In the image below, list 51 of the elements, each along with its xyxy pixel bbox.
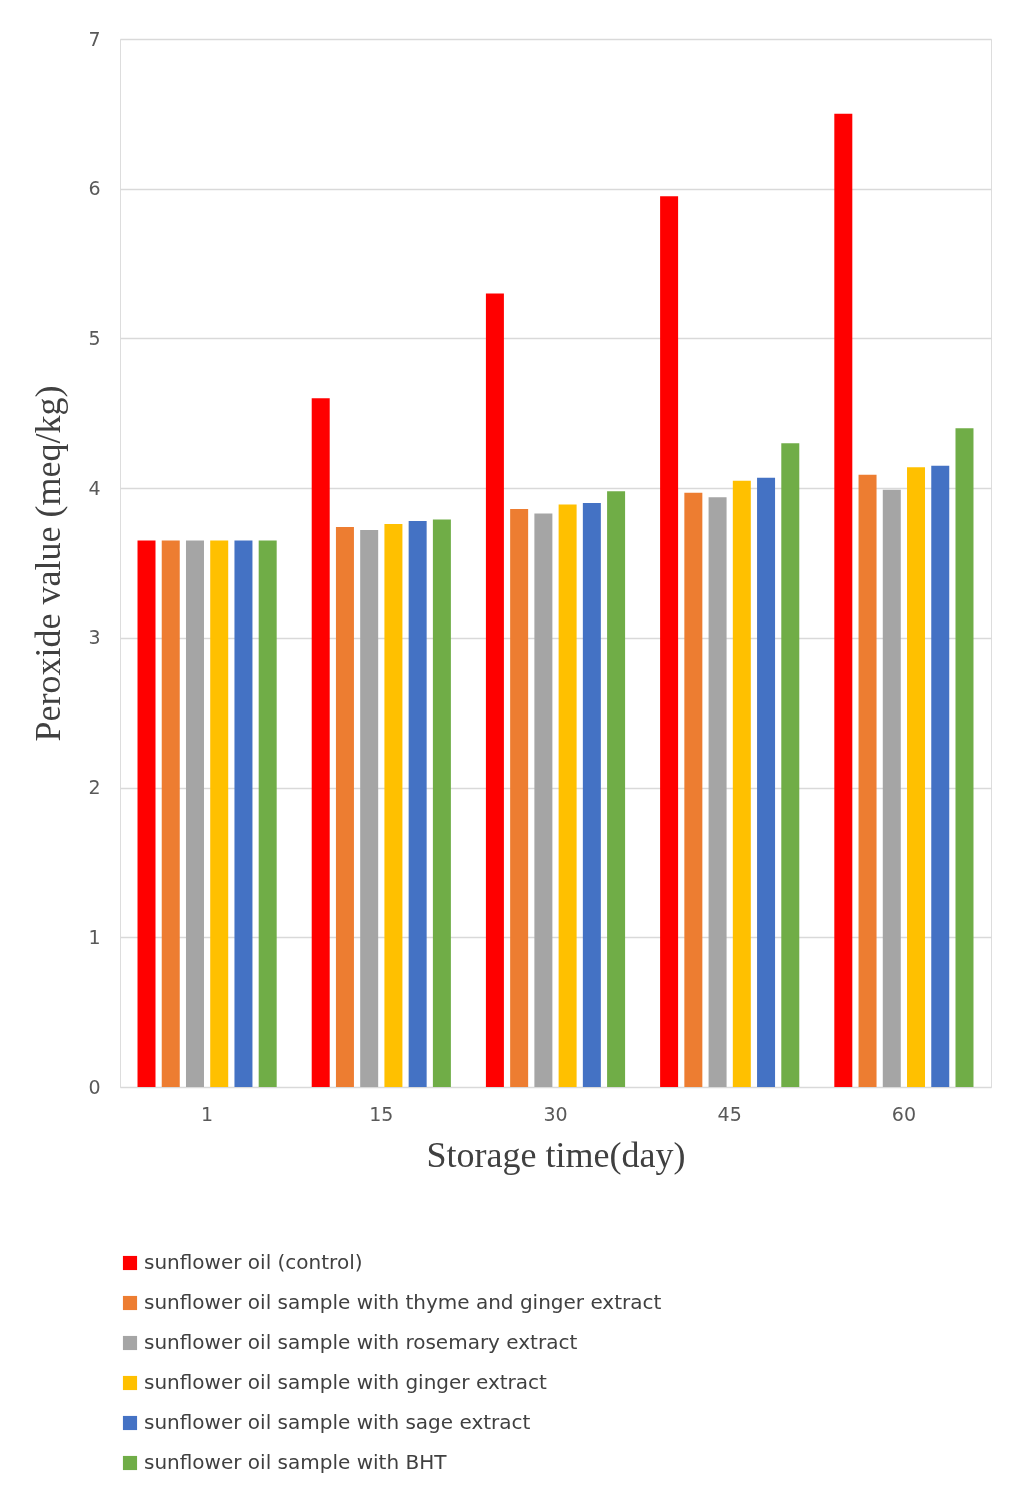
bar — [558, 504, 577, 1087]
legend-label: sunflower oil sample with sage extract — [144, 1410, 531, 1434]
legend-label: sunflower oil (control) — [144, 1250, 363, 1274]
bar — [137, 540, 156, 1087]
bar — [384, 524, 403, 1087]
bar — [258, 540, 277, 1087]
y-tick-label: 0 — [88, 1075, 101, 1098]
legend-label: sunflower oil sample with ginger extract — [144, 1370, 548, 1394]
x-tick-label: 60 — [891, 1102, 916, 1125]
bar — [185, 540, 204, 1087]
x-axis-title: Storage time(day) — [426, 1134, 686, 1175]
x-tick-label: 45 — [717, 1102, 742, 1125]
bar — [931, 465, 950, 1087]
bar — [210, 540, 229, 1087]
bar — [732, 480, 751, 1087]
y-axis-title: Peroxide value (meq/kg) — [28, 385, 69, 742]
bar — [311, 398, 330, 1087]
bar — [858, 474, 877, 1087]
bar — [955, 428, 974, 1087]
bar — [360, 530, 379, 1087]
bar — [607, 491, 626, 1087]
bar — [684, 492, 703, 1087]
bar — [335, 527, 354, 1087]
bar — [708, 497, 727, 1087]
bar — [510, 509, 529, 1087]
bar — [432, 519, 451, 1087]
x-tick-label: 1 — [201, 1102, 214, 1125]
y-tick-label: 3 — [88, 626, 101, 649]
bar — [781, 443, 800, 1087]
legend-label: sunflower oil sample with rosemary extract — [144, 1330, 578, 1354]
legend-label: sunflower oil sample with BHT — [144, 1450, 448, 1474]
bar — [485, 293, 504, 1087]
y-tick-label: 6 — [88, 177, 101, 200]
bar — [534, 513, 553, 1087]
y-tick-label: 4 — [88, 476, 101, 499]
bar — [234, 540, 253, 1087]
x-tick-label: 30 — [543, 1102, 568, 1125]
y-tick-label: 5 — [88, 326, 101, 349]
x-tick-label: 15 — [369, 1102, 394, 1125]
bar — [408, 521, 427, 1087]
bar — [834, 113, 853, 1087]
legend-label: sunflower oil sample with thyme and ginger extract — [144, 1290, 662, 1314]
bar — [660, 196, 679, 1087]
y-tick-label: 7 — [88, 27, 101, 50]
bar — [582, 503, 601, 1087]
y-tick-label: 1 — [88, 925, 101, 948]
bar — [757, 477, 776, 1087]
bar — [161, 540, 180, 1087]
y-tick-label: 2 — [88, 776, 101, 799]
bar — [882, 489, 901, 1087]
bar — [907, 467, 926, 1087]
